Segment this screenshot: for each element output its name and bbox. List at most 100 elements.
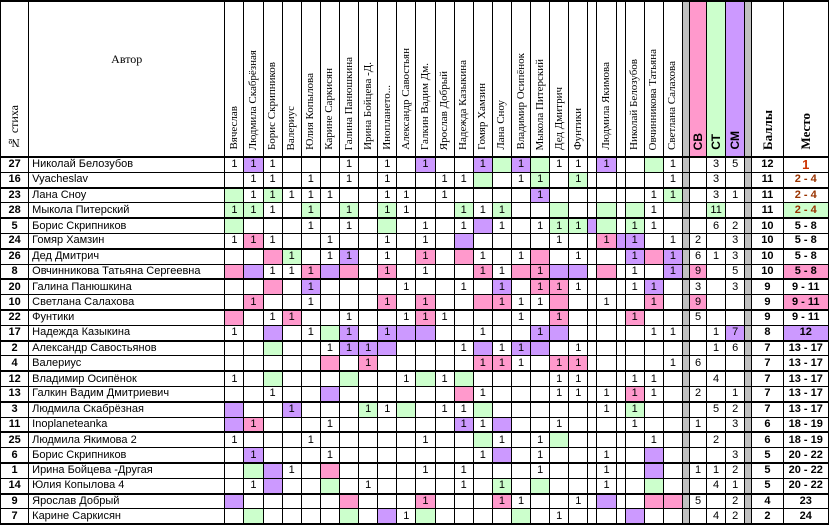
place: 5 - 8 bbox=[782, 248, 829, 265]
vote-cell bbox=[530, 493, 551, 510]
vote-cell bbox=[453, 431, 474, 449]
vote-cell bbox=[243, 248, 264, 265]
vote-cell bbox=[377, 447, 398, 464]
vote-cell: 1 bbox=[415, 493, 436, 510]
vote-cell: 1 bbox=[530, 447, 551, 464]
place: 2 - 4 bbox=[782, 202, 829, 220]
vote-cell: 1 bbox=[377, 187, 398, 204]
vote-cell bbox=[472, 294, 493, 311]
voter-name: Борис Скрипников bbox=[266, 61, 279, 150]
vote-cell: 1 bbox=[643, 202, 664, 220]
vote-cell bbox=[262, 493, 283, 510]
place: 13 - 17 bbox=[782, 355, 829, 373]
vote-cell: 1 bbox=[453, 278, 474, 296]
vote-cell bbox=[568, 447, 589, 464]
vote-cell: 1 bbox=[472, 202, 493, 220]
score: 8 bbox=[751, 324, 784, 342]
vote-cell bbox=[615, 493, 626, 510]
header-ct: СТ bbox=[706, 0, 727, 158]
vote-cell bbox=[415, 340, 436, 357]
table-row: 10 Светлана Салахова 1 1 1 1 1 1 1 1 1 9 9 9 - 11 bbox=[0, 294, 829, 311]
vote-cell bbox=[587, 309, 598, 326]
vote-cell bbox=[396, 355, 417, 373]
vote-cell bbox=[643, 508, 664, 525]
table-row: 26 Дед Дмитрич 1 1 1 1 1 1 1 1 1 1 6 1 3 10 5 - 8 bbox=[0, 248, 829, 265]
separator-column bbox=[681, 187, 690, 204]
vote-cell bbox=[281, 324, 302, 342]
vote-cell bbox=[472, 370, 493, 387]
vote-cell bbox=[262, 370, 283, 387]
voter-header: Ярослав Добрый bbox=[434, 0, 455, 158]
vote-cell bbox=[434, 263, 455, 281]
cm-count: 2 bbox=[725, 462, 746, 479]
vote-cell bbox=[377, 477, 398, 495]
vote-cell bbox=[568, 477, 589, 495]
vote-cell: 1 bbox=[396, 187, 417, 204]
vote-cell bbox=[434, 324, 455, 342]
vote-cell bbox=[615, 263, 626, 281]
vote-cell bbox=[568, 324, 589, 342]
vote-cell bbox=[472, 278, 493, 296]
vote-cell bbox=[415, 187, 436, 204]
place: 13 - 17 bbox=[782, 385, 829, 403]
vote-cell bbox=[624, 508, 645, 525]
vote-cell bbox=[568, 202, 589, 220]
ct-count: 2 bbox=[706, 431, 727, 449]
vote-cell bbox=[662, 370, 683, 387]
cb-count: 3 bbox=[688, 278, 708, 296]
author-name: Николай Белозубов bbox=[28, 156, 226, 173]
ct-count: 3 bbox=[706, 156, 727, 173]
vote-cell: 1 bbox=[300, 202, 321, 220]
poem-number: 5 bbox=[0, 217, 30, 234]
place: 20 - 22 bbox=[782, 477, 829, 495]
poem-number: 6 bbox=[0, 447, 30, 464]
vote-cell bbox=[319, 278, 340, 296]
vote-cell bbox=[224, 493, 245, 510]
vote-cell bbox=[596, 187, 617, 204]
vote-cell bbox=[415, 324, 436, 342]
cb-count: 2 bbox=[688, 385, 708, 403]
vote-cell bbox=[415, 477, 436, 495]
poem-number: 24 bbox=[0, 232, 30, 250]
vote-cell bbox=[568, 431, 589, 449]
vote-cell bbox=[262, 477, 283, 495]
vote-cell: 1 bbox=[281, 263, 302, 281]
vote-cell bbox=[596, 263, 617, 281]
ct-count: 3 bbox=[706, 171, 727, 189]
table-row: 13 Галкин Вадим Дмитриевич 1 1 1 1 1 1 1 2 1 7 13 - … bbox=[0, 385, 829, 403]
vote-cell bbox=[281, 370, 302, 387]
voter-name: Галкин Вадим Дм. bbox=[418, 62, 431, 150]
vote-cell bbox=[530, 309, 551, 326]
separator-column bbox=[681, 401, 690, 418]
vote-cell bbox=[510, 401, 532, 418]
voter-name: Людмила Якимова bbox=[600, 62, 612, 150]
vote-cell bbox=[643, 309, 664, 326]
voter-name: Ирина Бойцева -Д. bbox=[361, 62, 374, 150]
vote-cell bbox=[587, 202, 598, 220]
author-name: Валериус bbox=[28, 355, 226, 373]
poem-number: 16 bbox=[0, 171, 30, 189]
voter-name: Надежда Казыкина bbox=[457, 60, 470, 150]
vote-cell: 1 bbox=[453, 401, 474, 418]
vote-cell: 1 bbox=[491, 263, 512, 281]
cm-count bbox=[725, 294, 746, 311]
vote-cell bbox=[615, 355, 626, 373]
ct-count: 6 bbox=[706, 217, 727, 234]
poem-number: 1 bbox=[0, 462, 30, 479]
vote-cell: 1 bbox=[624, 263, 645, 281]
vote-cell: 1 bbox=[243, 171, 264, 189]
separator-column bbox=[744, 0, 753, 158]
vote-cell bbox=[415, 202, 436, 220]
vote-cell bbox=[472, 508, 493, 525]
vote-cell: 1 bbox=[568, 493, 589, 510]
score: 7 bbox=[751, 401, 784, 418]
vote-cell bbox=[587, 187, 598, 204]
vote-cell: 1 bbox=[434, 171, 455, 189]
vote-cell bbox=[338, 385, 360, 403]
vote-cell bbox=[615, 278, 626, 296]
vote-cell bbox=[662, 508, 683, 525]
vote-cell bbox=[281, 202, 302, 220]
cm-count: 3 bbox=[725, 232, 746, 250]
vote-cell bbox=[338, 355, 360, 373]
vote-cell bbox=[643, 462, 664, 479]
